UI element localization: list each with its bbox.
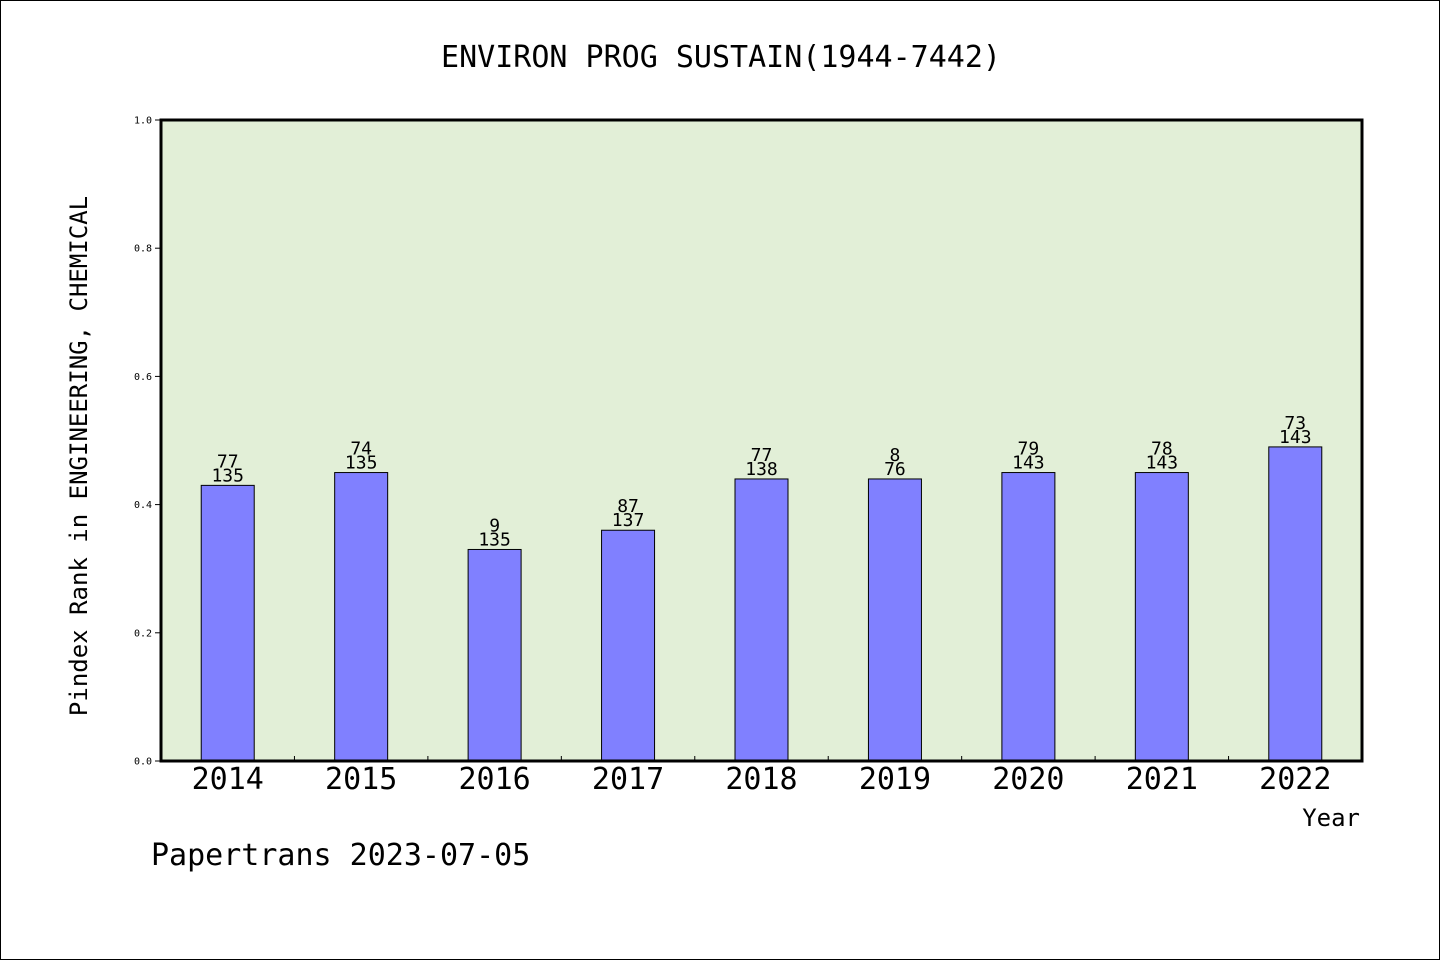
bar-total-label-2014: 135 xyxy=(211,465,244,486)
bar-2020 xyxy=(1001,472,1056,762)
bar-2022 xyxy=(1268,446,1323,762)
bar-total-label-2018: 138 xyxy=(745,459,778,480)
bar-2017 xyxy=(601,529,656,762)
bars-group xyxy=(200,446,1323,762)
x-tick-label-2018: 2018 xyxy=(725,762,797,797)
chart-title: ENVIRON PROG SUSTAIN(1944-7442) xyxy=(441,40,1001,75)
y-axis: 0.0 0.2 0.4 0.6 0.8 1.0 xyxy=(134,116,161,768)
bar-rank-label-2017: 87 xyxy=(617,496,639,517)
x-tick-label-2017: 2017 xyxy=(592,762,664,797)
bar-rank-label-2015: 74 xyxy=(350,439,372,460)
x-tick-label-2015: 2015 xyxy=(325,762,397,797)
y-tick-label-0.2: 0.2 xyxy=(134,628,152,639)
bar-total-label-2015: 135 xyxy=(345,453,378,474)
bar-2021 xyxy=(1134,472,1189,762)
bar-2018 xyxy=(734,478,789,762)
y-tick-label-0.0: 0.0 xyxy=(134,757,152,768)
y-tick-label-0.4: 0.4 xyxy=(134,500,152,511)
bar-rank-label-2019: 8 xyxy=(890,445,901,466)
bar-2014 xyxy=(200,484,255,762)
y-tick-label-0.6: 0.6 xyxy=(134,372,152,383)
plot-border xyxy=(159,118,1364,763)
y-tick-label-1.0: 1.0 xyxy=(134,116,152,127)
bar-rank-label-2020: 79 xyxy=(1018,439,1040,460)
bar-2019 xyxy=(867,478,922,762)
footer-credit: Papertrans 2023-07-05 xyxy=(151,838,530,873)
y-axis-label: Pindex Rank in ENGINEERING, CHEMICAL xyxy=(65,196,93,716)
y-tick-label-0.8: 0.8 xyxy=(134,244,152,255)
x-tick-label-2020: 2020 xyxy=(992,762,1064,797)
x-axis: 2014 2015 2016 2017 2018 2019 2020 2021 2022 xyxy=(192,756,1331,797)
x-tick-label-2019: 2019 xyxy=(859,762,931,797)
x-axis-label: Year xyxy=(1302,804,1360,832)
bar-rank-label-2022: 73 xyxy=(1284,413,1306,434)
bar-total-label-2022: 143 xyxy=(1279,427,1312,448)
bar-rank-label-2021: 78 xyxy=(1151,439,1173,460)
bar-rank-label-2014: 77 xyxy=(217,451,239,472)
bar-2016 xyxy=(467,548,522,762)
x-tick-label-2021: 2021 xyxy=(1126,762,1198,797)
x-tick-label-2016: 2016 xyxy=(458,762,530,797)
x-tick-label-2022: 2022 xyxy=(1259,762,1331,797)
bar-total-label-2020: 143 xyxy=(1012,453,1045,474)
bar-total-label-2019: 76 xyxy=(884,459,906,480)
x-tick-label-2014: 2014 xyxy=(192,762,264,797)
bar-total-label-2021: 143 xyxy=(1146,453,1179,474)
bar-total-label-2016: 135 xyxy=(478,529,511,550)
bar-2015 xyxy=(334,472,389,762)
bar-total-label-2017: 137 xyxy=(612,510,645,531)
bar-rank-label-2018: 77 xyxy=(751,445,773,466)
bar-rank-label-2016: 9 xyxy=(489,515,500,536)
